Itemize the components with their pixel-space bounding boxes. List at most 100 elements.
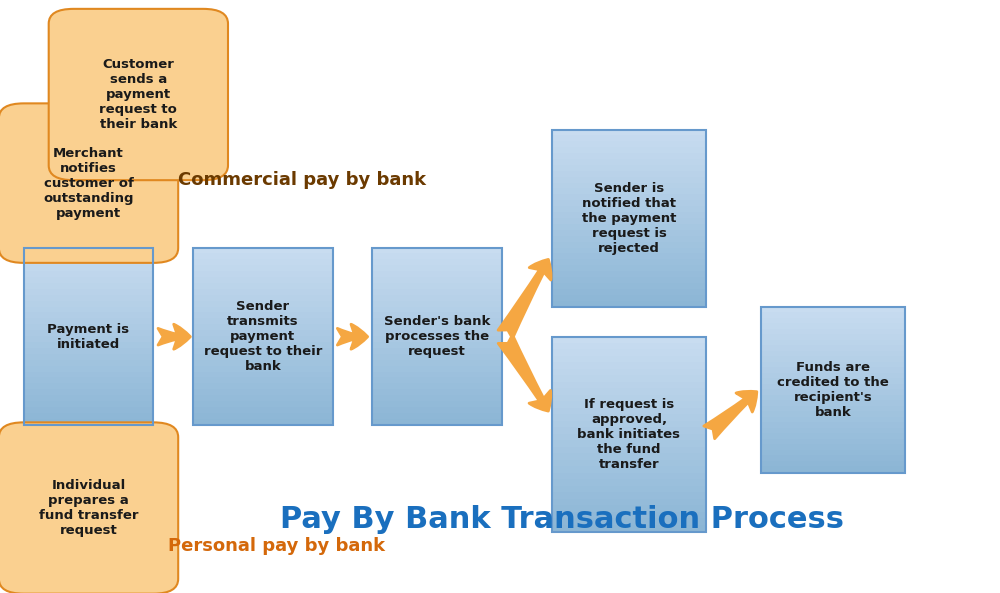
Bar [24, 295, 153, 301]
Bar [552, 388, 706, 395]
Bar [761, 444, 905, 451]
Bar [761, 356, 905, 362]
Text: Sender is
notified that
the payment
request is
rejected: Sender is notified that the payment requ… [582, 182, 676, 255]
Bar [372, 342, 502, 349]
Bar [24, 330, 153, 337]
Bar [372, 330, 502, 337]
Bar [372, 348, 502, 355]
Bar [372, 372, 502, 378]
Bar [372, 407, 502, 413]
Bar [372, 277, 502, 283]
Bar [552, 141, 706, 148]
Bar [552, 479, 706, 486]
Text: Customer
sends a
payment
request to
their bank: Customer sends a payment request to thei… [99, 58, 177, 131]
FancyBboxPatch shape [0, 422, 178, 593]
Bar [552, 195, 706, 201]
Bar [552, 235, 706, 242]
Bar [761, 307, 905, 313]
Bar [761, 329, 905, 334]
Bar [761, 412, 905, 417]
Bar [552, 433, 706, 441]
Bar [24, 247, 153, 254]
Bar [24, 253, 153, 260]
Bar [193, 389, 333, 396]
Bar [761, 340, 905, 346]
Bar [372, 389, 502, 396]
Bar [552, 375, 706, 382]
Bar [552, 247, 706, 254]
Bar [193, 271, 333, 278]
Bar [552, 518, 706, 525]
Bar [761, 467, 905, 473]
Bar [193, 318, 333, 325]
Bar [24, 360, 153, 366]
Bar [552, 153, 706, 160]
Text: Sender
transmits
payment
request to their
bank: Sender transmits payment request to thei… [204, 300, 322, 373]
Bar [552, 414, 706, 421]
Bar [552, 253, 706, 260]
Bar [761, 367, 905, 374]
Bar [552, 343, 706, 350]
Bar [24, 324, 153, 331]
Bar [24, 271, 153, 278]
Bar [761, 455, 905, 461]
Bar [761, 350, 905, 357]
Bar [193, 253, 333, 260]
Bar [24, 348, 153, 355]
Bar [552, 241, 706, 248]
Bar [552, 177, 706, 183]
Bar [193, 372, 333, 378]
Bar [552, 499, 706, 506]
Bar [761, 433, 905, 439]
Bar [372, 401, 502, 407]
Bar [24, 401, 153, 407]
Bar [372, 289, 502, 295]
Bar [552, 265, 706, 272]
Bar [552, 460, 706, 467]
Bar [24, 384, 153, 390]
Bar [761, 312, 905, 318]
Bar [552, 289, 706, 295]
Bar [552, 277, 706, 283]
Bar [24, 265, 153, 272]
Bar [193, 413, 333, 419]
Bar [193, 419, 333, 425]
Text: Commercial pay by bank: Commercial pay by bank [178, 171, 426, 189]
Bar [552, 259, 706, 266]
Bar [24, 407, 153, 413]
Bar [552, 336, 706, 343]
Bar [552, 271, 706, 278]
Bar [761, 384, 905, 390]
Bar [24, 366, 153, 372]
Bar [372, 395, 502, 401]
Bar [552, 301, 706, 307]
Bar [372, 265, 502, 272]
Bar [24, 342, 153, 349]
Bar [372, 384, 502, 390]
Bar [372, 295, 502, 301]
Bar [552, 505, 706, 512]
Bar [193, 401, 333, 407]
Bar [761, 323, 905, 329]
Bar [552, 440, 706, 447]
Bar [552, 525, 706, 532]
Bar [193, 384, 333, 390]
Bar [552, 206, 706, 213]
Bar [193, 407, 333, 413]
Bar [24, 318, 153, 325]
Bar [552, 230, 706, 236]
Bar [372, 253, 502, 260]
Bar [552, 165, 706, 171]
Bar [552, 512, 706, 519]
Bar [193, 301, 333, 307]
Bar [761, 345, 905, 351]
Bar [24, 378, 153, 384]
Bar [24, 372, 153, 378]
Text: If request is
approved,
bank initiates
the fund
transfer: If request is approved, bank initiates t… [577, 398, 680, 471]
Bar [24, 413, 153, 419]
Bar [193, 247, 333, 254]
Bar [761, 373, 905, 379]
Bar [193, 277, 333, 283]
Bar [552, 401, 706, 408]
FancyBboxPatch shape [49, 9, 228, 180]
